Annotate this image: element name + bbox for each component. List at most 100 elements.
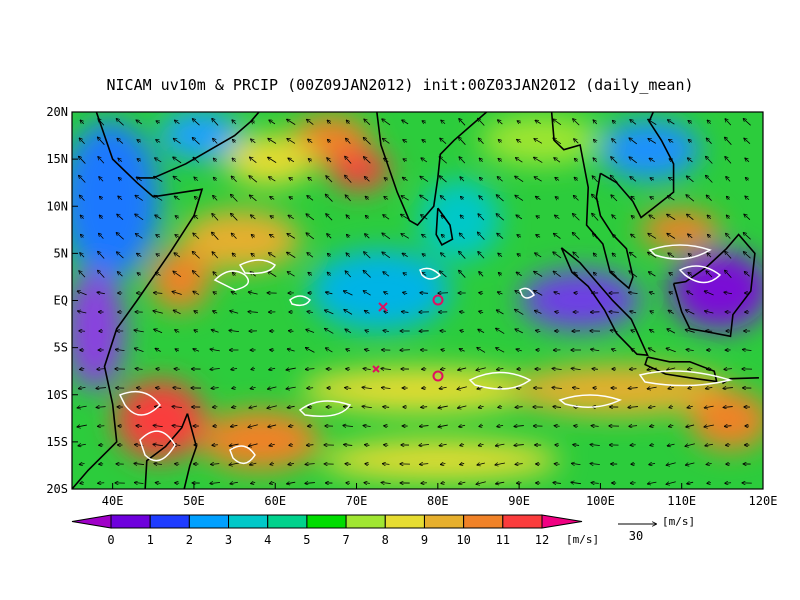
wind-arrow — [438, 425, 448, 427]
colorbar-label: 1 — [147, 533, 154, 547]
wind-arrow — [269, 368, 276, 370]
wind-arrow — [137, 140, 141, 142]
wind-arrow — [688, 234, 693, 239]
wind-arrow — [249, 176, 258, 183]
x-tick-label: 60E — [264, 494, 286, 508]
wind-arrow — [590, 444, 600, 445]
wind-arrow — [594, 272, 597, 275]
wind-arrow — [535, 311, 542, 314]
wind-arrow — [476, 367, 486, 370]
wind-arrow — [289, 426, 294, 427]
precip-contours — [118, 244, 733, 464]
wind-arrow — [497, 310, 504, 315]
wind-arrow — [193, 271, 200, 278]
wind-arrow — [137, 273, 140, 275]
wind-arrow — [231, 292, 237, 295]
wind-arrow — [515, 309, 524, 315]
wind-arrow — [212, 252, 219, 259]
wind-arrow — [704, 291, 714, 296]
wind-arrow — [232, 120, 237, 125]
wind-arrow — [363, 425, 371, 426]
wind-arrow — [381, 483, 391, 484]
wind-arrow — [476, 481, 486, 484]
wind-arrow — [345, 175, 352, 183]
wind-arrow — [383, 215, 390, 220]
wind-arrow — [193, 233, 200, 240]
wind-arrow — [232, 388, 237, 389]
wind-arrow — [610, 175, 618, 183]
wind-arrow — [77, 291, 87, 296]
wind-arrow — [514, 426, 524, 427]
wind-arrow — [517, 254, 521, 256]
wind-arrow — [553, 483, 561, 484]
wind-arrow — [137, 159, 141, 161]
wind-arrow — [173, 139, 181, 144]
wind-arrow — [555, 312, 560, 313]
axes: 40E 50E 60E 70E 80E 90E 100E 110E 120E 20N 15N 10N 5… — [46, 105, 777, 508]
wind-arrow — [478, 329, 485, 333]
colorbar-box — [423, 514, 465, 529]
colorbar-box — [463, 514, 504, 529]
wind-arrow — [496, 195, 504, 202]
y-tick-label: 10S — [46, 388, 68, 402]
wind-arrow — [571, 368, 581, 369]
wind-arrow — [459, 482, 466, 484]
wind-arrow — [270, 216, 273, 218]
wind-arrow — [422, 273, 427, 276]
wind-arrow — [535, 253, 542, 258]
wind-arrow — [156, 140, 161, 143]
wind-arrow — [154, 196, 163, 201]
wind-arrow — [232, 158, 235, 163]
wind-arrow — [153, 311, 163, 314]
wind-arrow — [402, 120, 409, 125]
wind-arrow — [459, 137, 466, 145]
wind-arrow — [461, 197, 464, 200]
wind-arrow — [287, 119, 296, 125]
wind-arrow — [231, 176, 237, 183]
wind-arrow — [154, 463, 162, 464]
wind-arrow — [723, 388, 733, 389]
wind-arrow — [231, 425, 238, 426]
wind-arrow — [479, 425, 484, 426]
wind-arrow — [594, 253, 597, 256]
wind-arrow — [666, 348, 676, 353]
wind-arrow — [231, 194, 238, 202]
wind-arrow — [211, 330, 219, 333]
wind-arrow — [79, 156, 86, 164]
wind-arrow — [363, 138, 371, 145]
wind-arrow — [593, 120, 598, 125]
wind-arrow — [667, 368, 676, 370]
wind-arrow — [725, 137, 732, 145]
wind-arrow — [326, 176, 333, 183]
wind-arrow — [628, 388, 638, 389]
wind-arrow — [213, 292, 216, 294]
wind-arrow — [553, 271, 561, 277]
wind-arrow — [479, 196, 484, 201]
wind-arrow — [382, 119, 391, 126]
wind-arrow — [365, 464, 370, 465]
wind-arrow — [706, 331, 713, 332]
wind-arrow — [669, 273, 674, 275]
wind-arrow — [384, 158, 389, 162]
wind-arrow — [647, 387, 657, 389]
wind-arrow — [402, 253, 408, 257]
wind-arrow — [650, 197, 655, 199]
wind-arrow — [688, 254, 691, 257]
wind-arrow — [593, 158, 598, 163]
wind-arrow — [307, 388, 314, 389]
wind-arrow — [554, 158, 561, 163]
wind-arrow — [307, 119, 314, 125]
wind-arrow — [153, 444, 163, 445]
wind-arrow — [631, 216, 634, 218]
wind-arrow — [267, 405, 277, 409]
wind-arrow — [384, 311, 389, 312]
wind-arrow — [248, 444, 258, 446]
wind-arrow — [592, 369, 598, 370]
wind-arrow — [688, 158, 693, 163]
wind-arrow — [554, 292, 561, 294]
coast-segment — [144, 413, 189, 489]
wind-arrow — [192, 138, 200, 145]
wind-arrow — [420, 464, 429, 465]
wind-arrow — [687, 482, 694, 484]
wind-arrow — [688, 140, 691, 143]
